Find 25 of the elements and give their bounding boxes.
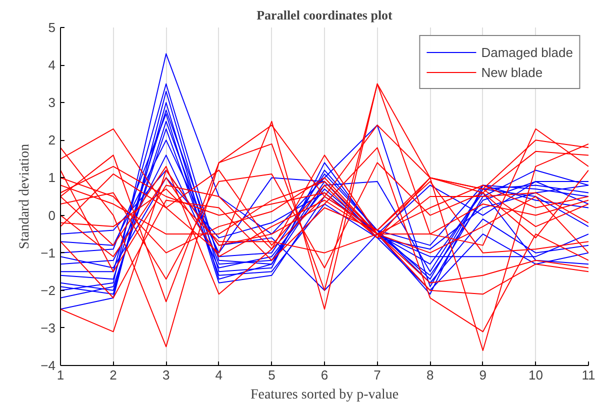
x-tick-label: 3: [162, 368, 170, 382]
y-tick-label: −2: [40, 282, 56, 298]
y-tick-label: 1: [48, 170, 56, 186]
y-tick-label: −3: [40, 320, 56, 336]
x-tick-label: 4: [215, 368, 223, 382]
y-tick-label: −1: [40, 245, 56, 260]
y-tick-label: 4: [48, 58, 56, 73]
x-tick-label: 11: [582, 368, 596, 382]
x-tick-label: 5: [268, 368, 276, 382]
legend-label: Damaged blade: [481, 44, 573, 60]
y-tick-label: 5: [48, 20, 56, 35]
x-tick-label: 10: [528, 368, 543, 382]
x-tick-label: 8: [426, 368, 434, 382]
x-tick-label: 7: [374, 368, 381, 382]
chart-title: Parallel coordinates plot: [256, 8, 394, 22]
x-tick-label: 2: [110, 368, 117, 382]
legend-label: New blade: [481, 64, 543, 80]
x-tick-label: 6: [320, 368, 328, 382]
y-tick-label: 2: [48, 132, 56, 148]
y-tick-label: −4: [40, 358, 56, 373]
x-axis-title: Features sorted by p-value: [250, 388, 399, 402]
y-tick-label: 3: [48, 95, 56, 110]
x-tick-label: 9: [479, 368, 487, 382]
y-axis-title: Standard deviation: [18, 144, 33, 250]
y-tick-label: 0: [48, 208, 56, 223]
